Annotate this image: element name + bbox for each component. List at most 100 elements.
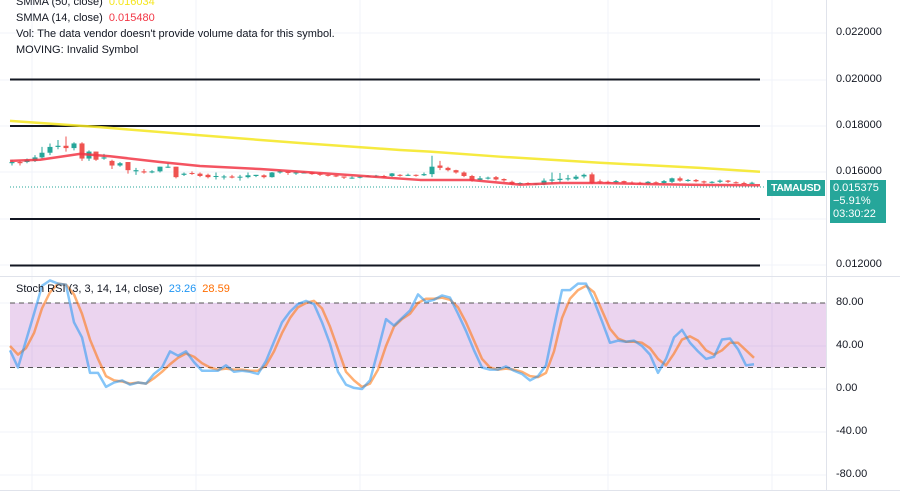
- candle-body: [245, 175, 251, 178]
- candle-body: [317, 173, 323, 175]
- stoch-rsi-canvas[interactable]: [0, 277, 826, 490]
- candle-body: [741, 182, 747, 184]
- stoch-rsi-axis[interactable]: 80.00 40.00 0.00 -40.00 -80.00: [826, 277, 900, 490]
- legend-smma14-value: 0.015480: [108, 12, 155, 24]
- candle-body: [141, 171, 147, 173]
- candle-body: [261, 175, 267, 178]
- candle-body: [709, 181, 715, 183]
- bar-countdown: 03:30:22: [833, 208, 876, 220]
- stoch-axis-tick: -40.00: [836, 425, 868, 437]
- candle-body: [397, 174, 403, 176]
- candle-body: [661, 181, 667, 183]
- candle-body: [405, 174, 411, 176]
- stoch-axis-tick: 40.00: [836, 339, 864, 351]
- smma14-line: [9, 152, 761, 187]
- candle-body: [445, 167, 451, 171]
- candle-body: [645, 181, 651, 184]
- price-axis-tick: 0.012000: [836, 258, 882, 270]
- candle-body: [429, 166, 435, 175]
- candle-body: [285, 171, 291, 173]
- candle-body: [213, 175, 219, 177]
- candle-body: [109, 160, 115, 166]
- stoch-k-value: 23.26: [168, 283, 197, 295]
- candle-body: [437, 165, 443, 168]
- candle-body: [197, 173, 203, 176]
- price-axis-tick: 0.022000: [836, 26, 882, 38]
- legend-smma50: SMMA (50, close) 0.016034: [16, 0, 155, 10]
- candle-body: [565, 178, 571, 180]
- candle-body: [461, 172, 467, 176]
- last-price-tag: 0.015375 −5.91% 03:30:22: [830, 180, 886, 223]
- candle-body: [501, 179, 507, 181]
- candle-body: [165, 166, 171, 168]
- candle-body: [469, 175, 475, 181]
- stoch-axis-tick: 80.00: [836, 296, 864, 308]
- candle-body: [9, 162, 15, 164]
- stoch-d-value: 28.59: [202, 283, 230, 295]
- stoch-axis-tick: -80.00: [836, 468, 868, 480]
- candle-body: [117, 163, 123, 166]
- candle-body: [205, 174, 211, 178]
- candle-body: [101, 157, 107, 159]
- candle-body: [325, 174, 331, 176]
- candle-body: [653, 182, 659, 184]
- stoch-k-line: [8, 279, 755, 391]
- candle-body: [341, 176, 347, 178]
- candle-body: [173, 166, 179, 178]
- symbol-tag: TAMAUSD: [767, 180, 825, 196]
- candle-body: [71, 143, 77, 149]
- candle-body: [621, 181, 627, 183]
- price-axis-tick: 0.016000: [836, 165, 882, 177]
- candle-body: [39, 152, 45, 158]
- candle-body: [669, 178, 675, 182]
- price-change: −5.91%: [833, 195, 871, 207]
- stoch-axis-tick: 0.00: [836, 382, 858, 394]
- candle-body: [125, 162, 131, 171]
- time-axis-separator: [0, 490, 900, 491]
- candle-body: [485, 177, 491, 179]
- candle-body: [349, 177, 355, 179]
- legend-smma50-label: SMMA (50, close): [16, 0, 103, 8]
- candle-body: [389, 173, 395, 176]
- candle-body: [17, 162, 23, 164]
- candle-body: [229, 176, 235, 178]
- candle-body: [421, 174, 427, 176]
- pane-separator[interactable]: [0, 276, 900, 277]
- candle-body: [685, 179, 691, 181]
- price-chart-canvas[interactable]: [0, 0, 826, 276]
- candle-body: [589, 174, 595, 183]
- candle-body: [253, 174, 259, 176]
- stoch-rsi-label: Stoch RSI (3, 3, 14, 14, close): [16, 283, 163, 295]
- candle-body: [333, 175, 339, 177]
- candle-body: [733, 182, 739, 184]
- candle-body: [549, 179, 555, 181]
- candle-body: [581, 174, 587, 177]
- candle-body: [157, 166, 163, 172]
- candle-body: [63, 145, 69, 149]
- candle-body: [47, 146, 53, 153]
- candle-body: [413, 174, 419, 176]
- candle-body: [677, 178, 683, 181]
- candle-body: [693, 179, 699, 182]
- legend-smma14-label: SMMA (14, close): [16, 12, 103, 24]
- candle-body: [357, 176, 363, 178]
- legend-smma50-value: 0.016034: [108, 0, 155, 8]
- candle-body: [277, 171, 283, 173]
- last-price: 0.015375: [833, 182, 879, 194]
- candle-body: [717, 180, 723, 182]
- price-axis[interactable]: 0.022000 0.020000 0.018000 0.016000 0.012000: [826, 0, 900, 276]
- candle-body: [453, 170, 459, 173]
- candle-body: [79, 143, 85, 159]
- price-axis-tick: 0.020000: [836, 73, 882, 85]
- candle-body: [133, 170, 139, 172]
- candle-body: [181, 173, 187, 175]
- price-chart-pane[interactable]: SMMA (50, close) 0.016034 SMMA (14, close…: [0, 0, 826, 276]
- candle-body: [493, 177, 499, 180]
- candle-body: [293, 172, 299, 174]
- stoch-rsi-pane[interactable]: Stoch RSI (3, 3, 14, 14, close) 23.26 28.5…: [0, 277, 826, 490]
- legend-volume-note: Vol: The data vendor doesn't provide vol…: [16, 28, 335, 40]
- candle-body: [749, 182, 755, 184]
- candle-body: [725, 180, 731, 182]
- candle-body: [701, 181, 707, 183]
- candle-body: [237, 176, 243, 178]
